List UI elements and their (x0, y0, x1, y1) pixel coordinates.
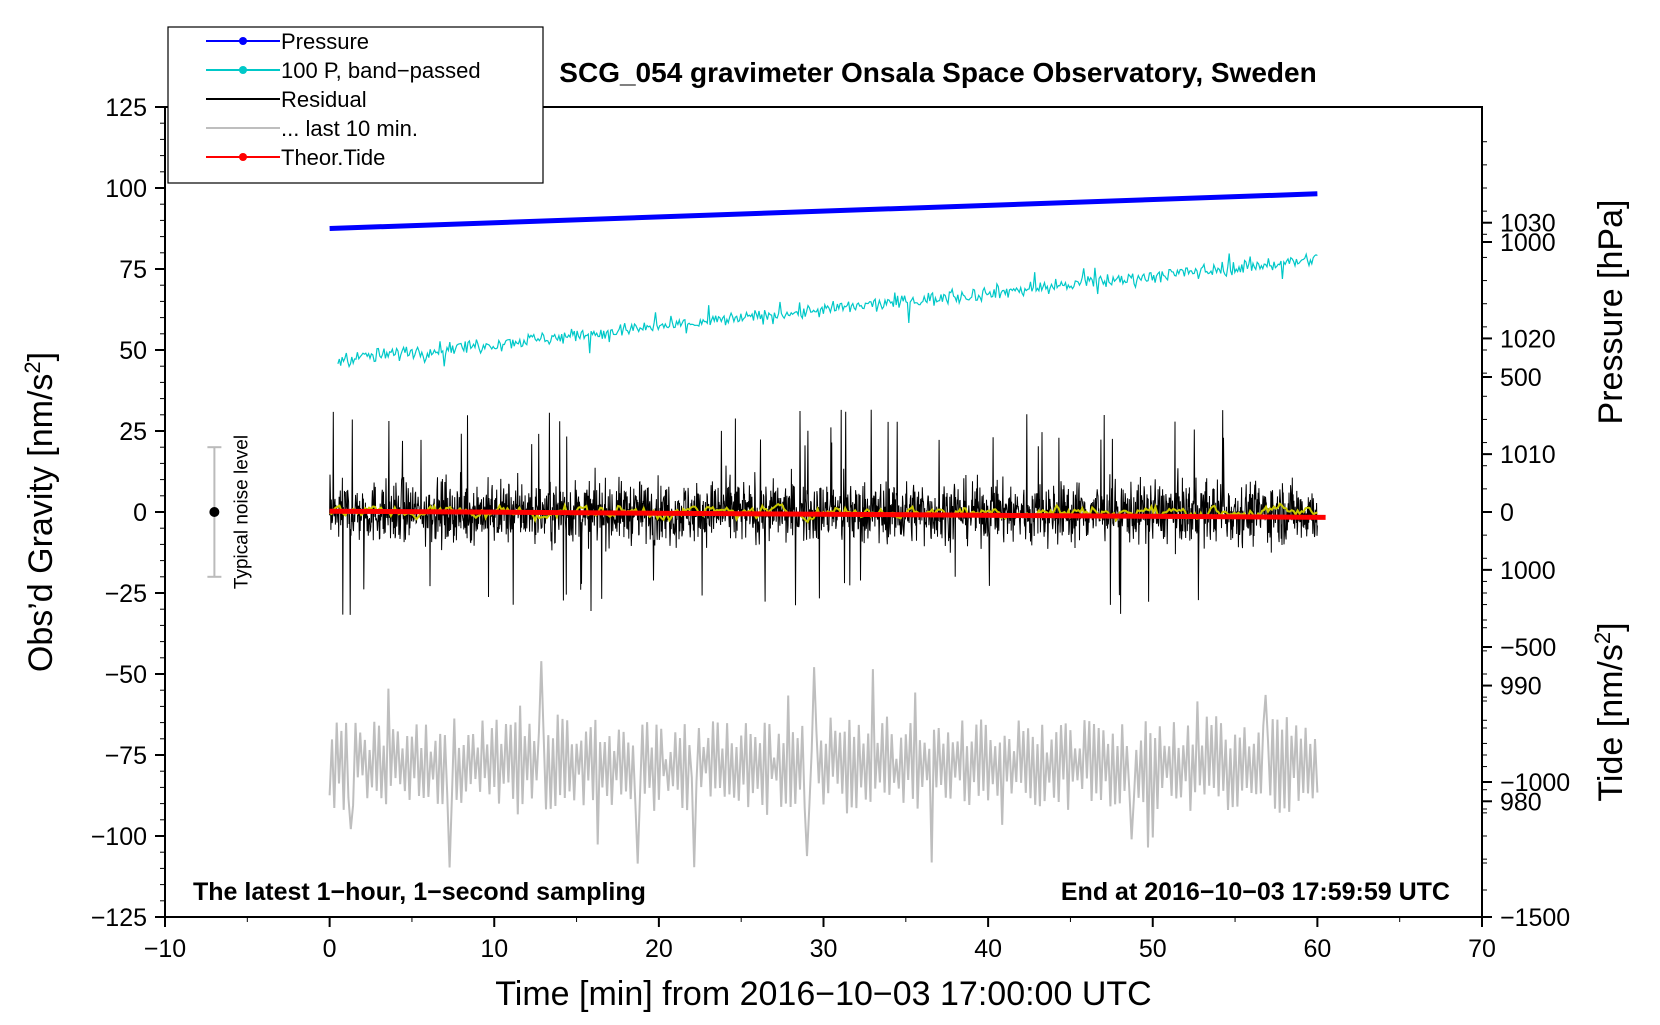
left-tick-label: 50 (119, 337, 147, 365)
left-tick-label: −125 (91, 904, 147, 932)
legend-marker-1 (239, 66, 247, 74)
tide-tick-label: −1000 (1500, 769, 1570, 797)
noise-bar-center (209, 507, 220, 517)
legend-marker-0 (239, 37, 247, 45)
x-axis-label: Time [min] from 2016−10−03 17:00:00 UTC (495, 975, 1151, 1013)
x-tick-label: 20 (645, 935, 673, 963)
left-tick-label: 0 (133, 499, 147, 527)
legend-marker-4 (239, 153, 247, 161)
x-tick-label: 40 (974, 935, 1002, 963)
tide-tick-label: −500 (1500, 634, 1556, 662)
pressure-tick-label: 1010 (1500, 441, 1556, 469)
series-band-passed-pressure (337, 252, 1318, 369)
x-tick-label: −10 (144, 935, 186, 963)
left-tick-label: −100 (91, 823, 147, 851)
left-tick-label: 25 (119, 418, 147, 446)
tide-tick-label: 500 (1500, 364, 1542, 392)
left-tick-label: −75 (105, 742, 147, 770)
legend-label: 100 P, band−passed (281, 58, 481, 83)
pressure-axis-label: Pressure [hPa] (1592, 200, 1630, 425)
pressure-tick-label: 1000 (1500, 557, 1556, 585)
series-pressure (329, 191, 1318, 231)
tide-tick-label: 1000 (1500, 229, 1556, 257)
x-tick-label: 10 (480, 935, 508, 963)
left-tick-label: −25 (105, 580, 147, 608)
pressure-tick-label: 1020 (1500, 325, 1556, 353)
pressure-tick-label: 1030 (1500, 210, 1556, 238)
tide-axis-label: Tide [nm/s2] (1590, 622, 1630, 801)
x-tick-label: 50 (1139, 935, 1167, 963)
legend-label: Pressure (281, 29, 369, 54)
tide-tick-label: 0 (1500, 499, 1514, 527)
chart-title: SCG_054 gravimeter Onsala Space Observat… (559, 57, 1316, 88)
left-tick-label: 75 (119, 256, 147, 284)
series-theoretical-tide (329, 508, 1326, 520)
left-tick-label: −50 (105, 661, 147, 689)
annotation-end-time: End at 2016−10−03 17:59:59 UTC (1061, 878, 1450, 906)
series-last-10-min (328, 661, 1319, 868)
x-tick-label: 60 (1303, 935, 1331, 963)
legend-label: ... last 10 min. (281, 116, 418, 141)
left-tick-label: 125 (105, 94, 147, 122)
x-tick-label: 0 (323, 935, 337, 963)
x-tick-label: 70 (1468, 935, 1496, 963)
pressure-tick-label: 990 (1500, 673, 1542, 701)
noise-label: Typical noise level (231, 435, 252, 589)
annotation-sampling: The latest 1−hour, 1−second sampling (193, 878, 646, 906)
left-axis-label: Obs’d Gravity [nm/s2] (20, 352, 60, 672)
tide-tick-label: −1500 (1500, 904, 1570, 932)
pressure-tick-label: 980 (1500, 788, 1542, 816)
left-tick-label: 100 (105, 175, 147, 203)
legend-label: Residual (281, 87, 367, 112)
legend-label: Theor.Tide (281, 145, 385, 170)
x-tick-label: 30 (810, 935, 838, 963)
